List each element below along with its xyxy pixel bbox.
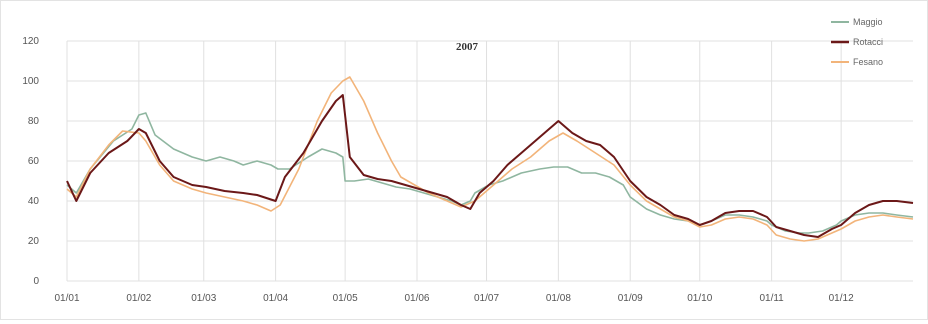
x-tick-label: 01/03 xyxy=(191,293,216,304)
x-tick-label: 01/02 xyxy=(126,293,151,304)
x-tick-label: 01/04 xyxy=(263,293,288,304)
x-tick-label: 01/11 xyxy=(759,293,784,304)
x-tick-label: 01/08 xyxy=(546,293,571,304)
x-tick-label: 01/09 xyxy=(618,293,643,304)
y-tick-label: 20 xyxy=(28,236,40,247)
legend-label-maggio: Maggio xyxy=(853,17,883,27)
legend: Maggio Rotacci Fesano xyxy=(831,17,883,67)
legend-label-fesano: Fesano xyxy=(853,57,883,67)
grid xyxy=(66,40,913,282)
series-line-fesano xyxy=(66,76,914,242)
x-tick-label: 01/01 xyxy=(54,293,79,304)
x-tick-label: 01/05 xyxy=(333,293,358,304)
y-tick-label: 120 xyxy=(22,36,39,47)
y-tick-label: 0 xyxy=(33,276,39,287)
x-tick-label: 01/10 xyxy=(687,293,712,304)
y-tick-label: 40 xyxy=(28,196,40,207)
x-axis-ticks: 01/01 01/02 01/03 01/04 01/05 01/06 01/07 01/08… xyxy=(54,293,854,304)
series-lines xyxy=(66,76,914,242)
chart-title: 2007 xyxy=(456,41,479,53)
series-line-rotacci xyxy=(66,94,914,238)
x-tick-label: 01/12 xyxy=(829,293,854,304)
y-axis-ticks: 0 20 40 60 80 100 120 xyxy=(22,36,39,287)
y-tick-label: 80 xyxy=(28,116,40,127)
x-tick-label: 01/07 xyxy=(474,293,499,304)
legend-label-rotacci: Rotacci xyxy=(853,37,883,47)
x-tick-label: 01/06 xyxy=(404,293,429,304)
y-tick-label: 60 xyxy=(28,156,40,167)
series-line-maggio xyxy=(66,112,914,234)
y-tick-label: 100 xyxy=(22,76,39,87)
